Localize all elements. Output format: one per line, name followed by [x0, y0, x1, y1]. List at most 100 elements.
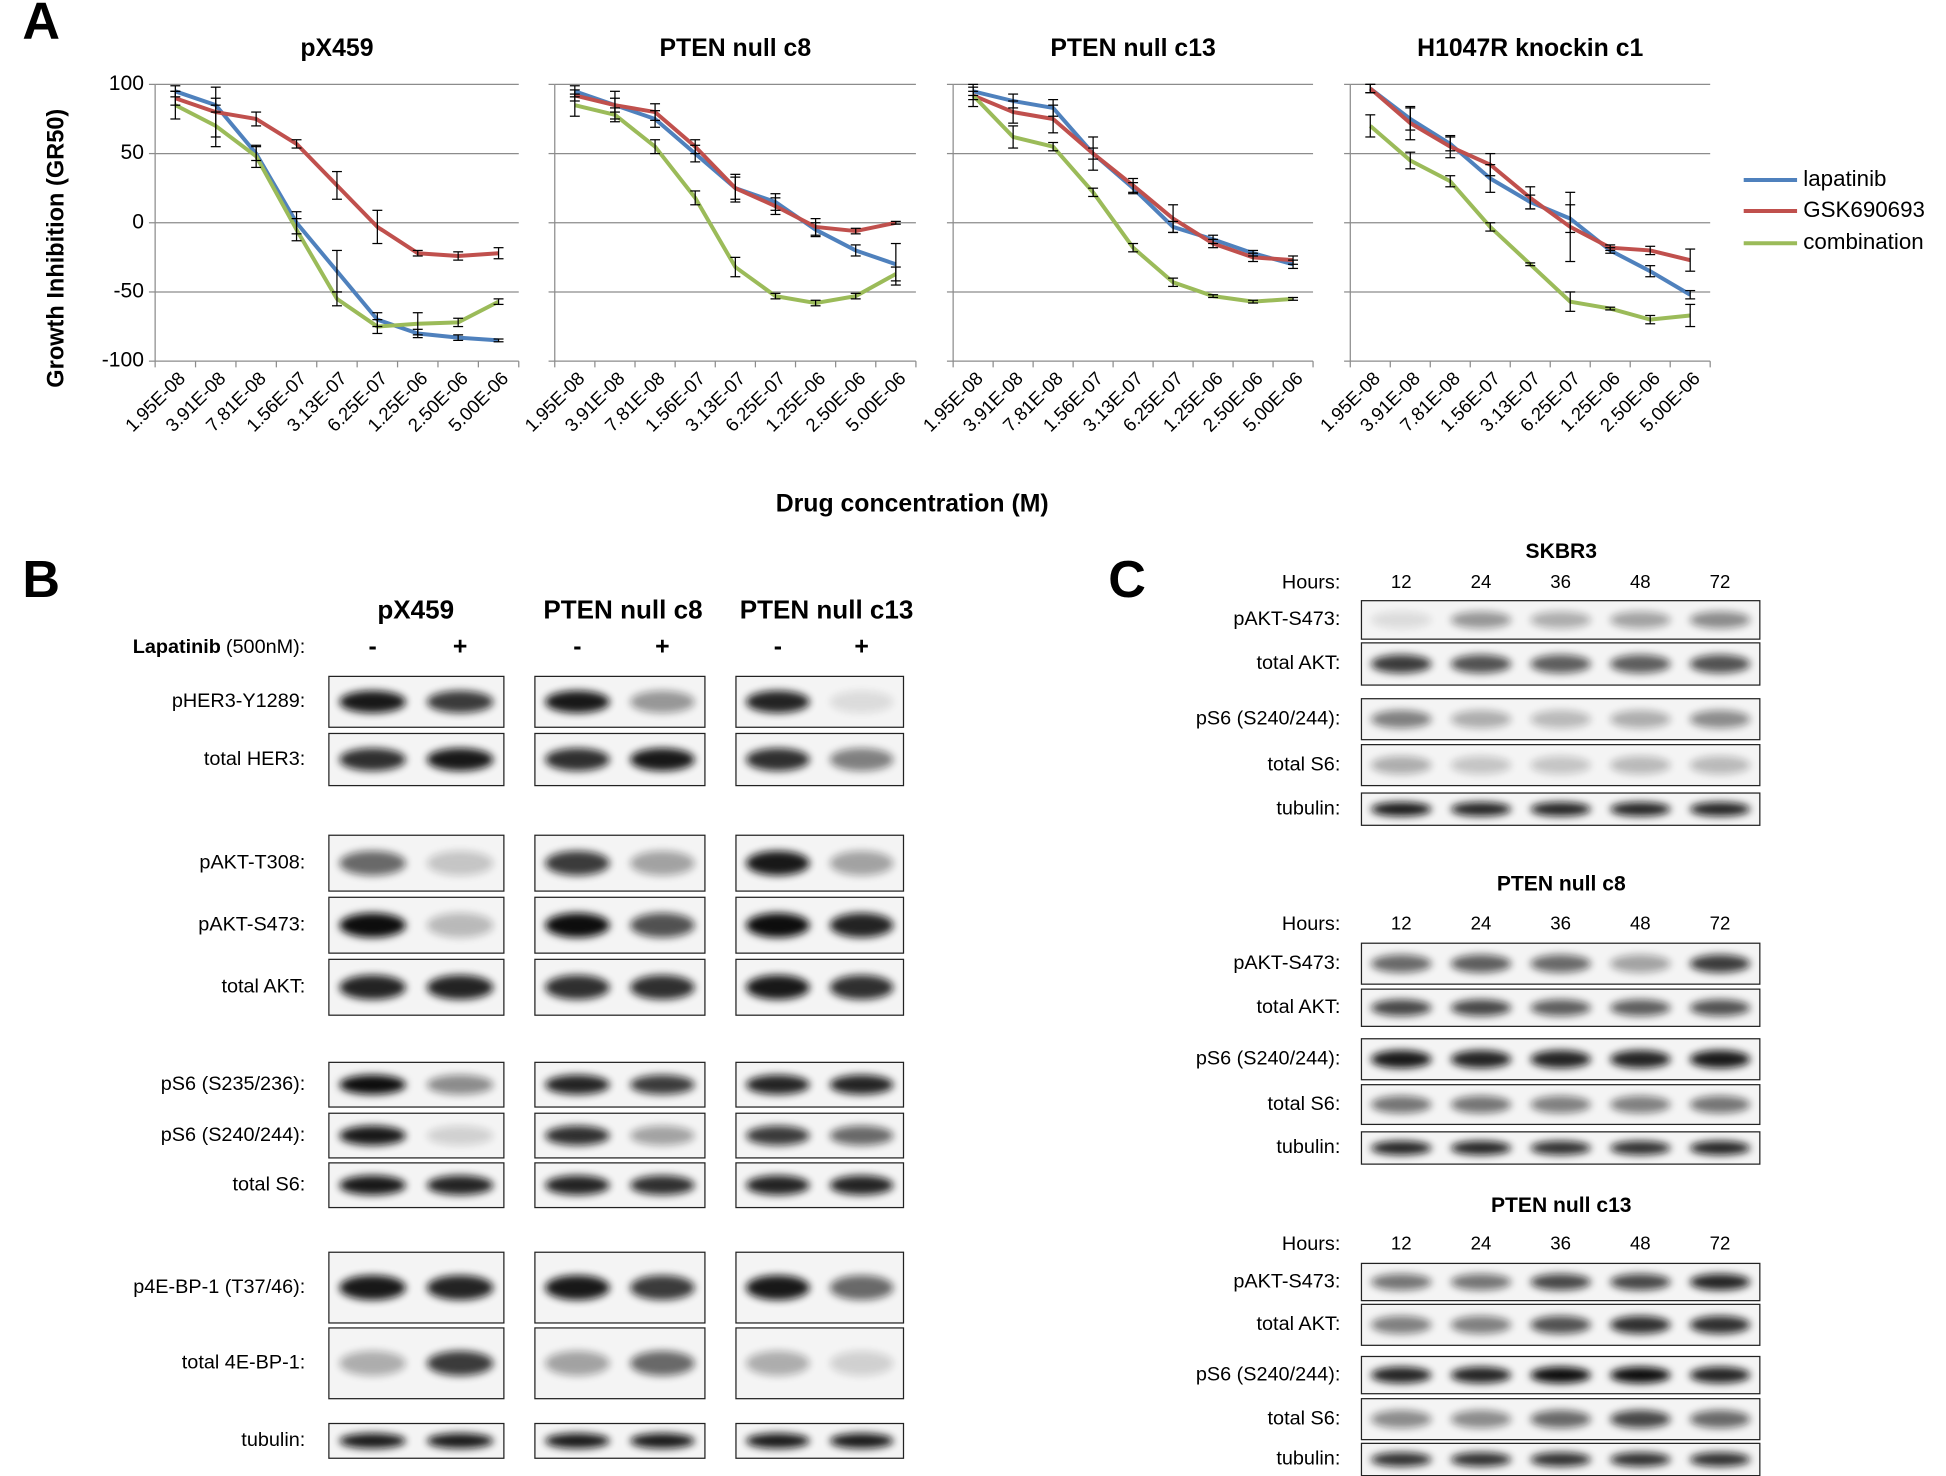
- blot-band: [339, 974, 406, 1000]
- blot-band: [1689, 1452, 1751, 1467]
- hours-value: 12: [1391, 1233, 1412, 1254]
- error-bar: [690, 190, 701, 206]
- row-label: total 4E-BP-1:: [182, 1352, 306, 1374]
- error-bar: [372, 209, 383, 245]
- row-label: pAKT-S473:: [1233, 952, 1340, 974]
- hours-value: 36: [1550, 913, 1571, 934]
- blot-band: [829, 974, 894, 1000]
- y-tick-label: 50: [121, 141, 144, 164]
- error-bar: [1365, 114, 1376, 138]
- blot-band: [339, 912, 406, 938]
- y-tick-label: 0: [132, 210, 144, 233]
- blot-band: [1610, 954, 1671, 973]
- blot-band: [1610, 756, 1671, 775]
- hours-value: 12: [1391, 571, 1412, 592]
- error-bar: [1208, 238, 1219, 249]
- blot-band: [1371, 1410, 1432, 1429]
- hours-value: 48: [1630, 1233, 1651, 1254]
- error-bar: [412, 249, 423, 257]
- row-label: pS6 (S240/244):: [1196, 1363, 1341, 1385]
- error-bar: [1405, 105, 1416, 141]
- blot-band: [1530, 1410, 1591, 1429]
- error-bar: [1685, 248, 1696, 272]
- error-bar: [690, 139, 701, 155]
- error-bar: [1288, 255, 1299, 265]
- y-tick-label: 100: [109, 72, 144, 95]
- error-bar: [331, 291, 342, 307]
- error-bar: [1645, 314, 1656, 325]
- lane-sign: -: [774, 633, 782, 660]
- blot-band: [1689, 999, 1751, 1016]
- hours-label: Hours:: [1282, 1233, 1340, 1255]
- row-label: pAKT-T308:: [199, 851, 305, 873]
- error-bar: [850, 292, 861, 300]
- blot-band: [1530, 654, 1591, 674]
- blot-band: [339, 1175, 406, 1196]
- y-axis-label: Growth Inhibition (GR50): [42, 109, 68, 388]
- error-bar: [1605, 244, 1616, 252]
- blot-band: [746, 1125, 810, 1146]
- blot-band: [426, 1433, 494, 1449]
- error-bar: [453, 334, 464, 342]
- row-label: total AKT:: [221, 976, 305, 998]
- error-bar: [251, 111, 262, 127]
- lane-sign: +: [655, 633, 670, 660]
- error-bar: [890, 266, 901, 282]
- error-bar: [1088, 136, 1099, 171]
- error-bar: [1365, 83, 1376, 94]
- blot-band: [1371, 954, 1432, 973]
- blot-band: [545, 1125, 610, 1146]
- blot-band: [426, 912, 494, 938]
- y-tick-label: -100: [102, 349, 144, 372]
- row-label: total S6:: [1268, 1407, 1341, 1429]
- blot-band: [1610, 1315, 1671, 1334]
- blot-band: [746, 850, 810, 876]
- blot-band: [1450, 1452, 1512, 1467]
- blot-band: [746, 912, 810, 938]
- blot-title: PTEN null c8: [1497, 872, 1626, 895]
- row-label: total AKT:: [1257, 652, 1341, 674]
- chart-title: PTEN null c13: [1050, 35, 1215, 62]
- blot-band: [1610, 1452, 1671, 1467]
- blot-band: [1610, 1140, 1671, 1156]
- blot-band: [545, 1074, 610, 1095]
- blot-band: [1371, 1050, 1432, 1069]
- panel-label: A: [22, 0, 60, 51]
- blot-band: [1450, 1095, 1512, 1114]
- blot-band: [1371, 654, 1432, 674]
- blot-band: [545, 974, 610, 1000]
- row-label: tubulin:: [241, 1429, 305, 1451]
- blot-band: [630, 912, 695, 938]
- error-bar: [493, 298, 504, 306]
- panel-label: B: [22, 551, 60, 609]
- blot-band: [339, 1074, 406, 1095]
- blot-band: [1371, 756, 1432, 775]
- blot-band: [1689, 611, 1751, 629]
- row-label: pS6 (S240/244):: [1196, 707, 1341, 729]
- row-label: total AKT:: [1257, 1313, 1341, 1335]
- blot-band: [746, 1175, 810, 1196]
- blot-band: [1371, 611, 1432, 629]
- blot-band: [1610, 611, 1671, 629]
- error-bar: [1525, 186, 1536, 210]
- error-bar: [569, 93, 580, 117]
- row-label: pHER3-Y1289:: [172, 690, 305, 712]
- blot-band: [426, 690, 494, 714]
- blot-band: [545, 748, 610, 771]
- error-bar: [453, 251, 464, 261]
- blot-band: [1371, 1095, 1432, 1114]
- panel-label: C: [1108, 551, 1146, 609]
- lane-sign: -: [369, 633, 377, 660]
- blot-band: [339, 748, 406, 771]
- blot-band: [1371, 1273, 1432, 1291]
- blot-band: [746, 1074, 810, 1095]
- blot-band: [1371, 1140, 1432, 1156]
- blot-band: [1450, 802, 1512, 817]
- blot-band: [1371, 802, 1432, 817]
- blot-band: [1530, 954, 1591, 973]
- error-bar: [730, 256, 741, 278]
- blot-band: [1530, 1315, 1591, 1334]
- hours-value: 12: [1391, 913, 1412, 934]
- hours-value: 24: [1471, 1233, 1492, 1254]
- blot-band: [1450, 756, 1512, 775]
